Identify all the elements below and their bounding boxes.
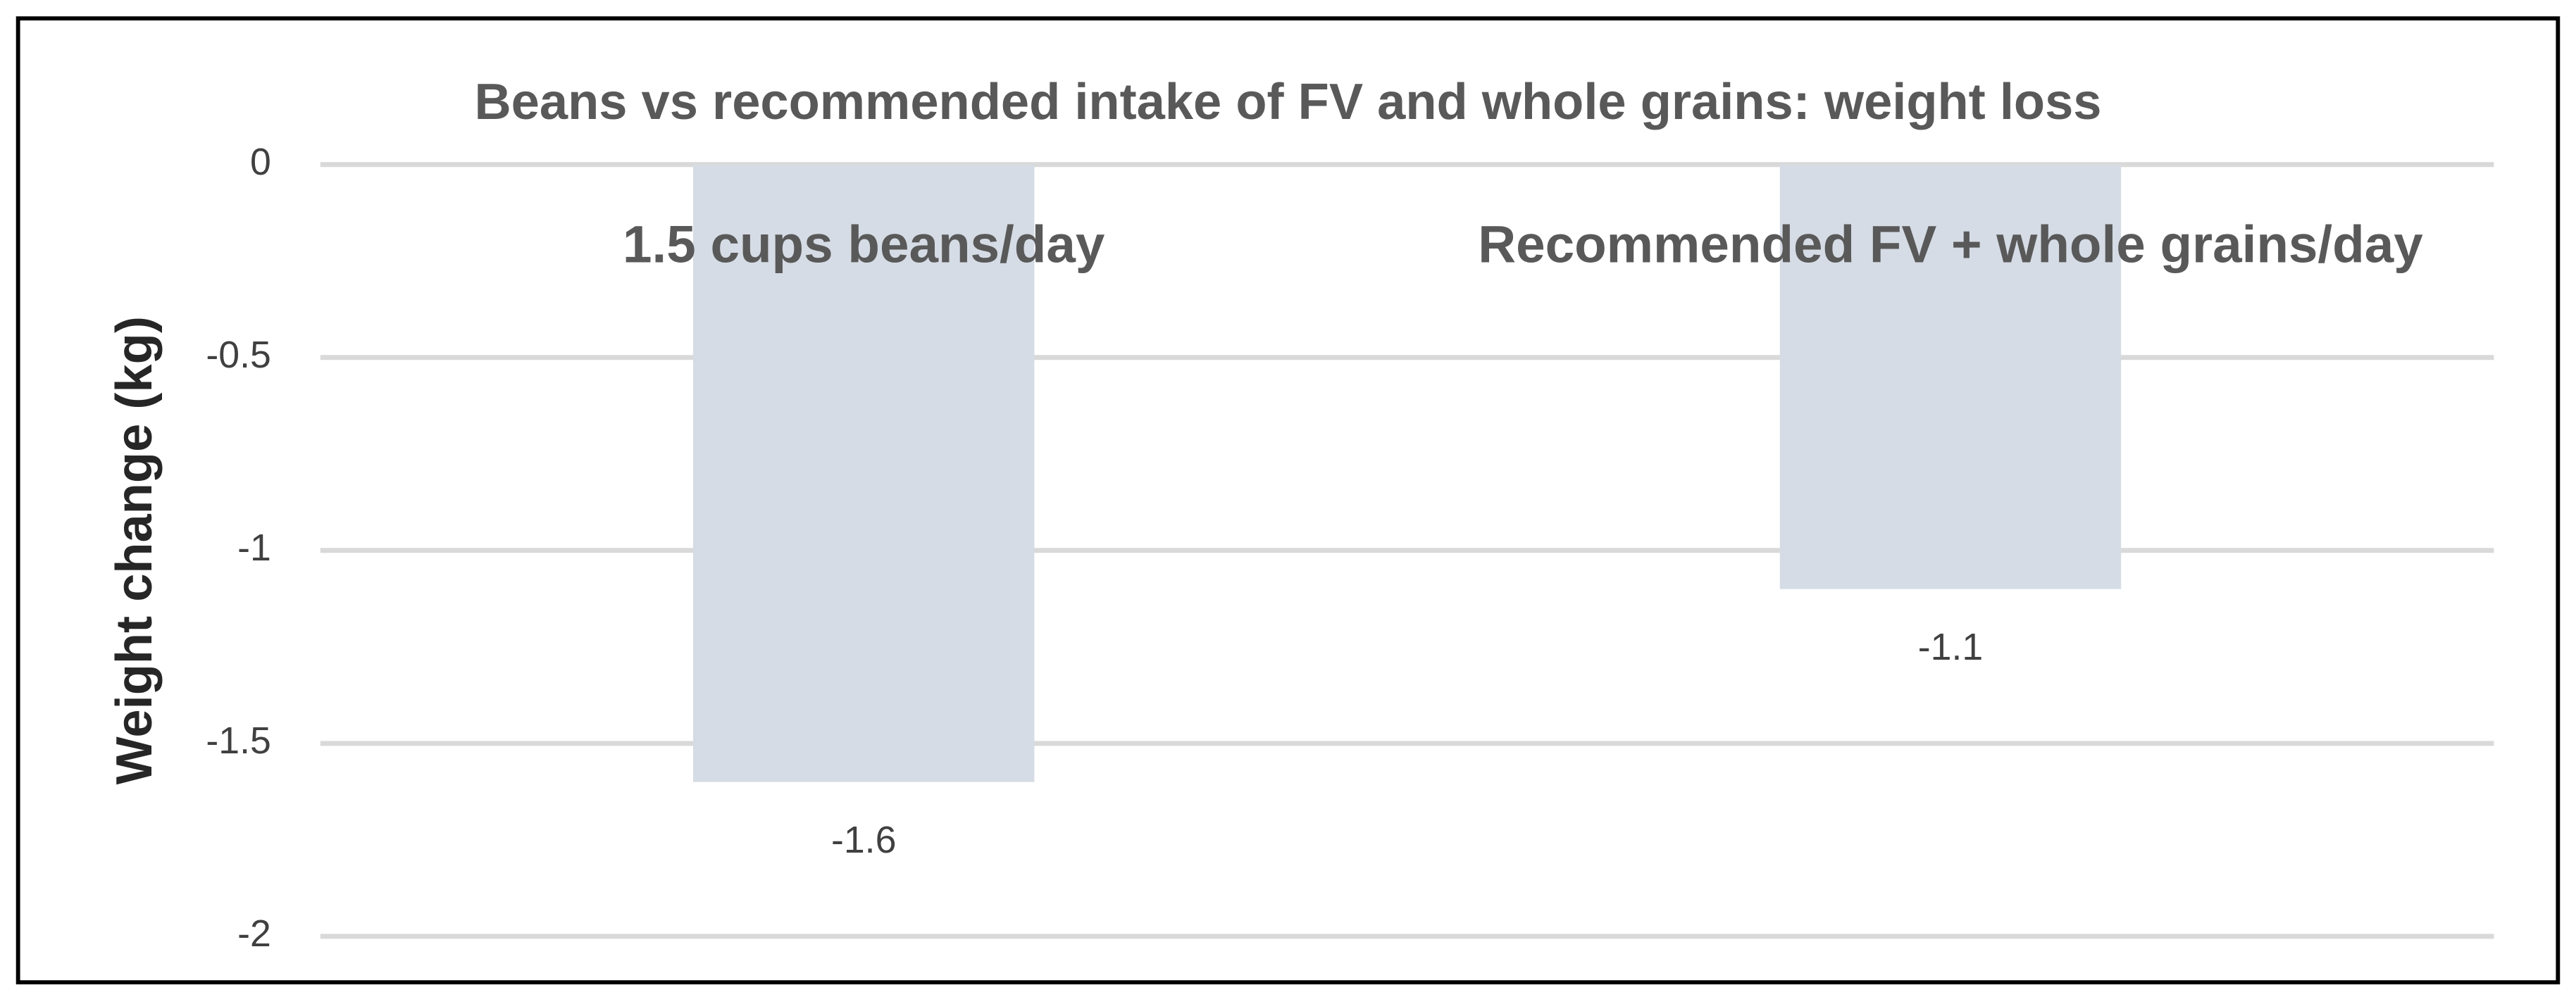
chart-title: Beans vs recommended intake of FV and wh… [474,74,2101,130]
x-tick-label: 1.5 cups beans/day [623,214,1105,273]
y-axis-label: Weight change (kg) [106,316,163,784]
y-tick-label: -2 [237,912,271,955]
y-tick-label: 0 [250,141,271,183]
bar [692,164,1035,782]
value-label: -1.1 [1918,626,1983,668]
x-tick-label: Recommended FV + whole grains/day [1478,214,2423,273]
y-tick-label: -1 [237,527,271,569]
y-tick-label: -0.5 [206,334,270,376]
chart-border [15,16,2561,985]
bar [1779,164,2122,589]
value-label: -1.6 [831,819,896,861]
y-tick-label: -1.5 [206,720,270,762]
